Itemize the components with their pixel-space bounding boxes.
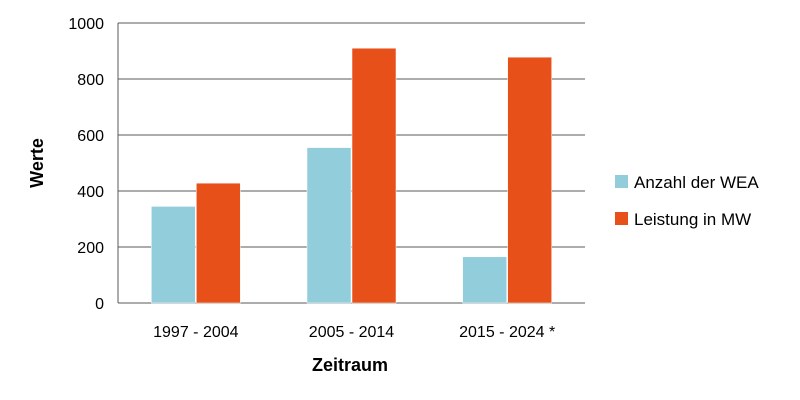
bar-anzahl-1 (306, 147, 352, 304)
x-tick-label: 2005 - 2014 (309, 324, 395, 341)
y-tick-labels: 0 200 400 600 800 1000 (68, 16, 104, 313)
legend-label: Anzahl der WEA (634, 173, 759, 192)
x-tick-label: 1997 - 2004 (153, 324, 239, 341)
legend: Anzahl der WEA Leistung in MW (615, 173, 759, 229)
bar-anzahl-0 (151, 206, 196, 304)
y-tick-label: 600 (77, 128, 104, 145)
legend-swatch (615, 175, 628, 188)
bars (151, 47, 552, 304)
x-tick-labels: 1997 - 2004 2005 - 2014 2015 - 2024 * (153, 324, 555, 341)
bar-leistung-0 (196, 182, 241, 304)
x-tick-label: 2015 - 2024 * (459, 324, 555, 341)
gridlines (117, 22, 585, 304)
x-axis-title: Zeitraum (312, 355, 388, 375)
bar-anzahl-2 (462, 256, 507, 304)
legend-label: Leistung in MW (634, 210, 751, 229)
legend-swatch (615, 212, 628, 225)
y-tick-label: 200 (77, 240, 104, 257)
y-tick-label: 400 (77, 184, 104, 201)
y-tick-label: 0 (95, 296, 104, 313)
bar-leistung-1 (351, 47, 397, 304)
y-tick-label: 800 (77, 72, 104, 89)
y-tick-label: 1000 (68, 16, 104, 33)
y-axis-title: Werte (27, 138, 47, 188)
bar-leistung-2 (507, 56, 552, 304)
